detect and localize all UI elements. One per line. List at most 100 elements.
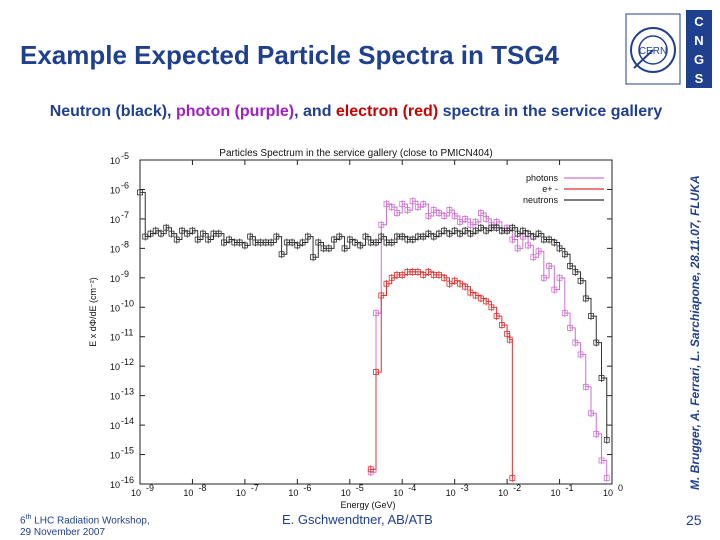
data-point-electrons [378, 292, 385, 299]
data-point-photons [598, 457, 605, 464]
data-point-neutrons [378, 233, 385, 240]
cngs-letter-c: C [694, 14, 704, 29]
data-point-neutrons [561, 251, 568, 258]
data-point-neutrons [603, 436, 610, 443]
data-point-neutrons [373, 239, 379, 246]
data-point-photons [472, 218, 479, 225]
footer-workshop-rest: LHC Radiation Workshop, [31, 515, 150, 527]
logo-group: CERN C N G S [624, 10, 714, 88]
y-tick-label: 10 [110, 480, 120, 490]
data-point-neutrons [173, 236, 180, 243]
data-point-photons [446, 207, 453, 213]
data-point-neutrons [504, 227, 511, 234]
x-tick-label: 10 [236, 488, 246, 498]
data-point-neutrons [425, 230, 432, 237]
data-point-neutrons [158, 230, 164, 237]
footer-date: 29 November 2007 [20, 527, 106, 539]
data-point-photons [509, 236, 516, 243]
y-tick-label: 10 [110, 362, 120, 372]
x-tick-label: 10 [288, 488, 298, 498]
x-axis-label: Energy (GeV) [340, 500, 395, 510]
data-point-photons [593, 431, 600, 437]
cern-logo-text: CERN [639, 46, 667, 57]
footer-workshop: 6th LHC Radiation Workshop, 29 November … [20, 512, 150, 539]
data-point-neutrons [299, 239, 306, 246]
data-point-neutrons [163, 224, 170, 231]
data-point-neutrons [572, 269, 579, 275]
cngs-letter-g: G [694, 52, 704, 67]
data-point-electrons [467, 289, 474, 296]
y-tick-label-exponent: -13 [121, 387, 134, 397]
data-point-photons [582, 383, 589, 390]
data-point-electrons [415, 269, 421, 275]
x-tick-label: 10 [131, 488, 141, 498]
data-point-neutrons [420, 233, 427, 240]
x-tick-label-exponent: 0 [618, 483, 623, 493]
x-tick-label: 10 [603, 488, 613, 498]
page-number: 25 [686, 512, 702, 528]
data-point-neutrons [567, 263, 573, 269]
data-point-photons [457, 218, 463, 225]
data-point-neutrons [221, 239, 227, 246]
data-point-neutrons [472, 227, 479, 234]
x-tick-label-exponent: -2 [513, 483, 521, 493]
data-point-neutrons [530, 233, 537, 240]
x-tick-label-exponent: -4 [408, 483, 416, 493]
subtitle-neutron: Neutron (black), [49, 103, 176, 120]
cngs-letter-n: N [694, 33, 703, 48]
plot-frame [139, 159, 613, 485]
data-point-neutrons [341, 245, 348, 252]
legend-label-electrons: e+ - [542, 184, 558, 194]
data-point-photons [540, 274, 547, 281]
data-point-electrons [457, 280, 463, 287]
data-point-neutrons [152, 227, 159, 234]
legend-label-neutrons: neutrons [523, 195, 559, 205]
cngs-letter-s: S [695, 71, 704, 86]
data-point-neutrons [514, 230, 521, 237]
data-point-electrons [483, 298, 490, 305]
data-point-photons [441, 213, 448, 219]
data-point-neutrons [430, 233, 437, 240]
data-point-neutrons [200, 230, 206, 237]
y-tick-label: 10 [110, 421, 120, 431]
data-point-neutrons [593, 339, 600, 346]
x-tick-label-exponent: -8 [198, 483, 206, 493]
x-tick-label: 10 [393, 488, 403, 498]
data-point-neutrons [598, 375, 605, 381]
y-tick-label: 10 [110, 244, 120, 254]
data-point-neutrons [236, 239, 243, 246]
data-point-neutrons [525, 230, 531, 237]
data-point-electrons [367, 466, 374, 473]
y-tick-label-exponent: -15 [121, 446, 134, 456]
data-point-neutrons [436, 230, 442, 237]
data-point-neutrons [142, 233, 149, 240]
data-point-photons [572, 339, 579, 346]
subtitle-electron: electron (red) [335, 103, 439, 120]
y-tick-label: 10 [110, 185, 120, 195]
y-tick-label-exponent: -5 [121, 151, 129, 161]
data-point-electrons [388, 274, 395, 281]
data-point-neutrons [194, 236, 201, 243]
data-point-neutrons [179, 227, 185, 234]
data-point-electrons [451, 277, 458, 284]
y-tick-label: 10 [110, 303, 120, 313]
data-point-neutrons [226, 236, 233, 243]
data-point-neutrons [273, 233, 280, 240]
data-point-neutrons [168, 230, 175, 237]
data-point-photons [530, 254, 537, 261]
data-point-neutrons [577, 277, 584, 284]
chart-title: Particles Spectrum in the service galler… [219, 148, 492, 159]
x-tick-label: 10 [498, 488, 508, 498]
data-point-photons [588, 410, 594, 417]
x-tick-label-exponent: -1 [566, 483, 574, 493]
data-point-electrons [446, 280, 453, 287]
data-point-neutrons [362, 233, 369, 240]
data-point-neutrons [336, 233, 343, 240]
data-point-electrons [420, 271, 427, 278]
data-point-neutrons [551, 239, 558, 246]
data-point-neutrons [352, 239, 358, 246]
data-point-photons [415, 204, 421, 211]
data-point-neutrons [535, 230, 542, 237]
cern-logo: CERN [625, 13, 681, 85]
y-tick-label: 10 [110, 215, 120, 225]
